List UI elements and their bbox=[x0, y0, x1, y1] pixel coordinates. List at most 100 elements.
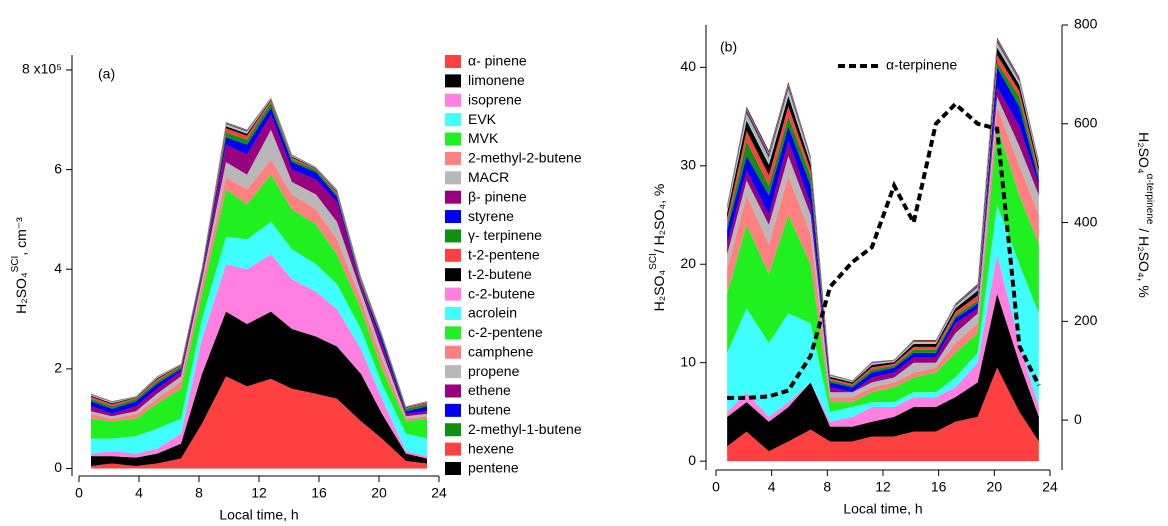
y-tick-label: 40 bbox=[680, 58, 696, 74]
legend-label: ethene bbox=[468, 382, 511, 398]
legend-swatch bbox=[445, 442, 461, 456]
stacked-area bbox=[91, 174, 427, 439]
axis-label-part: α-terpinene bbox=[1144, 174, 1155, 225]
axis-label-part: / H₂SO₄, % bbox=[651, 184, 667, 254]
legend-label: β- pinene bbox=[468, 188, 527, 204]
y-tick-label: 2 bbox=[54, 360, 62, 376]
panel-label: (b) bbox=[720, 39, 737, 55]
y2-tick-label: 0 bbox=[1074, 411, 1082, 427]
legend-swatch bbox=[445, 229, 461, 243]
axis-label: H₂SO₄α-terpinene / H₂SO₄, % bbox=[1136, 132, 1155, 298]
legend-label: propene bbox=[468, 363, 520, 379]
y-tick-label: 0 bbox=[54, 459, 62, 475]
legend-label: hexene bbox=[468, 440, 514, 456]
x-tick-label: 12 bbox=[875, 479, 891, 495]
stacked-area bbox=[91, 376, 427, 469]
y-tick-label: 10 bbox=[680, 353, 696, 369]
x-tick-label: 8 bbox=[195, 485, 203, 501]
x-axis-label: Local time, h bbox=[219, 507, 298, 523]
legend-swatch bbox=[445, 132, 461, 146]
legend-label: t-2-butene bbox=[468, 266, 532, 282]
stacked-area bbox=[727, 106, 1039, 403]
y-tick-label: 6 bbox=[54, 160, 62, 176]
legend-swatch bbox=[445, 55, 461, 68]
panel-label: (a) bbox=[98, 66, 115, 82]
y-tick-label: 4 bbox=[54, 260, 62, 276]
stacked-area bbox=[727, 367, 1039, 462]
legend-label: MACR bbox=[468, 169, 509, 185]
x-axis-label: Local time, h bbox=[843, 501, 922, 517]
stacked-area bbox=[727, 96, 1039, 398]
legend-swatch bbox=[445, 74, 461, 88]
legend-swatch bbox=[445, 326, 461, 340]
y2-tick-label: 600 bbox=[1074, 114, 1098, 130]
stacked-area bbox=[91, 221, 427, 457]
legend-swatch bbox=[445, 113, 461, 127]
x-tick-label: 4 bbox=[135, 485, 143, 501]
x-tick-label: 4 bbox=[768, 479, 776, 495]
axis-label-part: SCI bbox=[10, 256, 21, 273]
y-tick-label: 8 x10⁵ bbox=[22, 61, 62, 77]
legend-label: camphene bbox=[468, 343, 534, 359]
axis-label-part: / H₂SO₄, % bbox=[1136, 224, 1152, 297]
legend-label: EVK bbox=[468, 111, 497, 127]
stacked-area bbox=[727, 293, 1039, 452]
x-tick-label: 20 bbox=[371, 485, 387, 501]
legend-swatch bbox=[445, 287, 461, 301]
line-series bbox=[727, 101, 1041, 400]
legend-swatch bbox=[445, 423, 461, 437]
legend-swatch bbox=[445, 93, 461, 107]
axis-label-part: H₂SO₄ bbox=[1136, 132, 1152, 174]
legend-label: t-2-pentene bbox=[468, 247, 540, 263]
axis-label: H₂SO₄SCI/ H₂SO₄, % bbox=[648, 184, 667, 312]
legend-swatch bbox=[445, 151, 461, 165]
legend-label: α-terpinene bbox=[886, 57, 957, 73]
legend-label: acrolein bbox=[468, 305, 517, 321]
y-tick-label: 30 bbox=[680, 156, 696, 172]
legend-swatch bbox=[445, 190, 461, 204]
legend-label: styrene bbox=[468, 208, 514, 224]
x-tick-label: 0 bbox=[75, 485, 83, 501]
x-tick-label: 16 bbox=[931, 479, 947, 495]
stacked-area bbox=[727, 87, 1039, 393]
legend-label: butene bbox=[468, 402, 511, 418]
legend-swatch bbox=[445, 403, 461, 417]
legend-label: c-2-butene bbox=[468, 285, 535, 301]
legend-swatch bbox=[445, 171, 461, 185]
x-tick-label: 16 bbox=[311, 485, 327, 501]
stacked-area bbox=[91, 254, 427, 459]
legend-label: isoprene bbox=[468, 91, 522, 107]
x-tick-label: 24 bbox=[431, 485, 447, 501]
axis-label-part: SCI bbox=[648, 253, 659, 270]
axis-label-part: H₂SO₄ bbox=[651, 270, 667, 312]
y2-tick-label: 800 bbox=[1074, 16, 1098, 32]
legend-swatch bbox=[445, 210, 461, 224]
stacked-area bbox=[727, 254, 1039, 427]
axis-label-part: , cm⁻³ bbox=[13, 217, 29, 256]
legend-swatch bbox=[445, 384, 461, 398]
legend-label: 2-methyl-1-butene bbox=[468, 421, 582, 437]
legend-swatch bbox=[445, 345, 461, 359]
y2-tick-label: 400 bbox=[1074, 213, 1098, 229]
legend-label: limonene bbox=[468, 72, 525, 88]
stacked-area bbox=[91, 311, 427, 467]
y-tick-label: 0 bbox=[688, 452, 696, 468]
legend-label: 2-methyl-2-butene bbox=[468, 150, 582, 166]
legend-label: MVK bbox=[468, 130, 499, 146]
x-tick-label: 20 bbox=[987, 479, 1003, 495]
legend-label: c-2-pentene bbox=[468, 324, 543, 340]
legend-label: γ- terpinene bbox=[468, 227, 542, 243]
stacked-area bbox=[727, 67, 1039, 393]
stacked-area bbox=[727, 126, 1039, 412]
y-tick-label: 20 bbox=[680, 255, 696, 271]
legend-swatch bbox=[445, 365, 461, 379]
x-tick-label: 0 bbox=[712, 479, 720, 495]
x-tick-label: 12 bbox=[251, 485, 267, 501]
y2-tick-label: 200 bbox=[1074, 312, 1098, 328]
x-tick-label: 24 bbox=[1042, 479, 1058, 495]
legend-swatch bbox=[445, 248, 461, 262]
axis-label: H₂SO₄SCI, cm⁻³ bbox=[10, 217, 29, 314]
legend-label: α- pinene bbox=[468, 53, 527, 69]
legend-swatch bbox=[445, 306, 461, 320]
